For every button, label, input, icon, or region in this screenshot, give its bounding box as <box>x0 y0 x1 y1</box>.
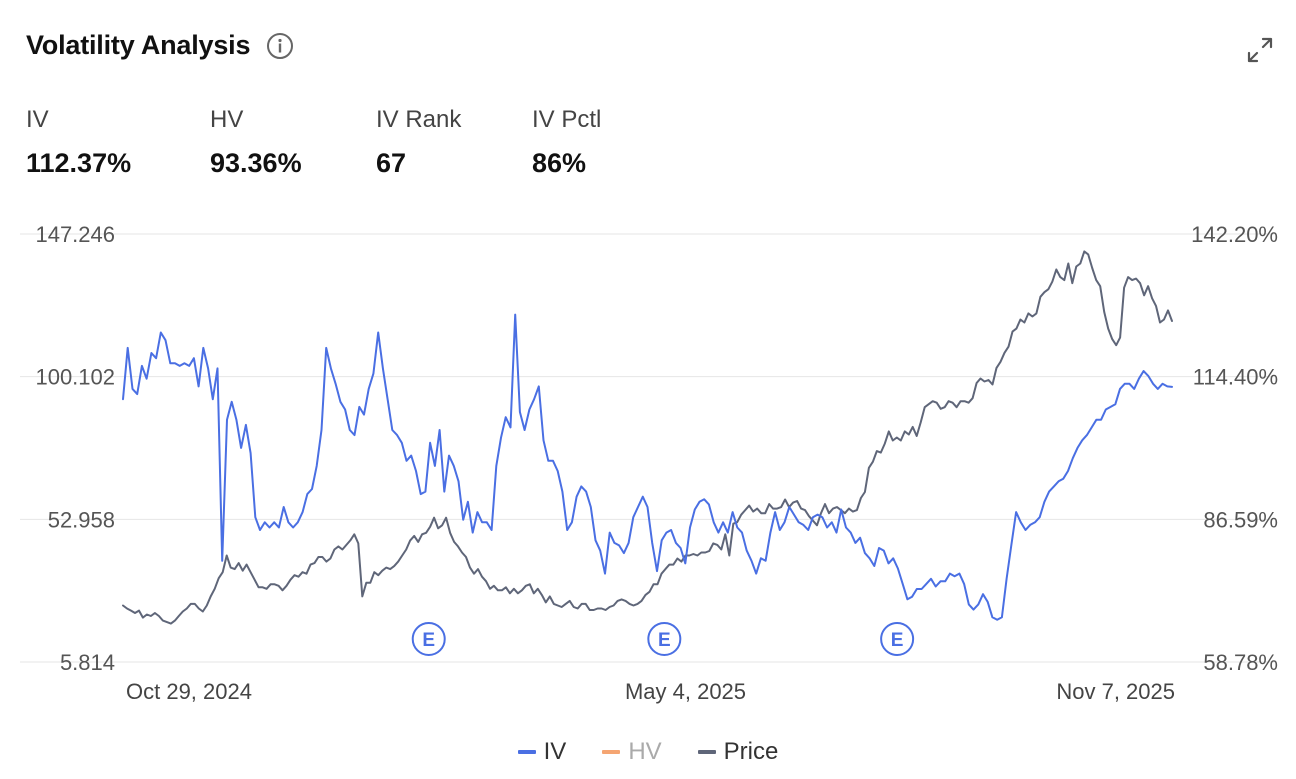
metric-value: 67 <box>376 148 407 178</box>
earnings-marker-label: E <box>891 630 904 651</box>
x-axis: Oct 29, 2024 May 4, 2025 Nov 7, 2025 <box>126 679 1175 704</box>
earnings-marker-label: E <box>422 630 435 651</box>
info-circle-icon[interactable] <box>266 32 294 60</box>
metric-value: 86% <box>532 148 587 178</box>
legend-label: IV <box>543 738 567 765</box>
earnings-marker-label: E <box>658 630 671 651</box>
legend-swatch <box>517 750 536 754</box>
x-tick-label: Oct 29, 2024 <box>126 679 252 704</box>
left-tick-label: 52.958 <box>48 507 115 532</box>
left-tick-label: 5.814 <box>60 650 115 675</box>
grid-layer <box>20 233 1276 663</box>
left-tick-label: 147.246 <box>35 222 115 247</box>
right-tick-label: 114.40% <box>1193 365 1278 390</box>
metric-label: IV <box>26 106 49 133</box>
metrics-row: IV 112.37% HV 93.36% IV Rank 67 IV Pctl … <box>26 106 692 179</box>
expand-icon[interactable] <box>1244 34 1276 66</box>
x-tick-label: Nov 7, 2025 <box>1056 679 1175 704</box>
metric-iv-rank: IV Rank 67 <box>376 106 532 179</box>
series-layer <box>122 250 1173 625</box>
metric-iv: IV 112.37% <box>26 106 210 179</box>
earnings-marker[interactable]: E <box>411 622 446 656</box>
x-tick-label: May 4, 2025 <box>625 679 746 704</box>
legend-label: HV <box>628 738 662 765</box>
metric-iv-pctl: IV Pctl 86% <box>532 106 692 179</box>
legend-item-iv[interactable]: IV <box>517 738 567 766</box>
legend-swatch <box>602 750 621 754</box>
legend-label: Price <box>723 738 779 765</box>
left-axis: 147.246 100.102 52.958 5.814 <box>35 222 115 675</box>
chart-title: Volatility Analysis <box>26 30 251 60</box>
legend-swatch <box>697 750 716 754</box>
right-tick-label: 142.20% <box>1191 222 1278 247</box>
metric-value: 93.36% <box>210 148 302 178</box>
right-tick-label: 86.59% <box>1203 507 1278 532</box>
right-tick-label: 58.78% <box>1203 650 1278 675</box>
series-line-price[interactable] <box>122 250 1173 625</box>
metric-label: HV <box>210 106 244 133</box>
metric-label: IV Rank <box>376 106 462 133</box>
legend-item-hv[interactable]: HV <box>602 738 662 766</box>
chart-header: Volatility Analysis <box>26 30 294 61</box>
legend-item-price[interactable]: Price <box>697 738 779 766</box>
left-tick-label: 100.102 <box>35 365 115 390</box>
series-line-iv[interactable] <box>122 313 1173 621</box>
earnings-marker[interactable]: E <box>880 622 915 656</box>
right-axis: 142.20% 114.40% 86.59% 58.78% <box>1191 222 1278 675</box>
chart-legend: IV HV Price <box>0 738 1296 766</box>
metric-value: 112.37% <box>26 148 132 178</box>
metric-label: IV Pctl <box>532 106 602 133</box>
metric-hv: HV 93.36% <box>210 106 376 179</box>
earnings-marker[interactable]: E <box>647 622 682 656</box>
